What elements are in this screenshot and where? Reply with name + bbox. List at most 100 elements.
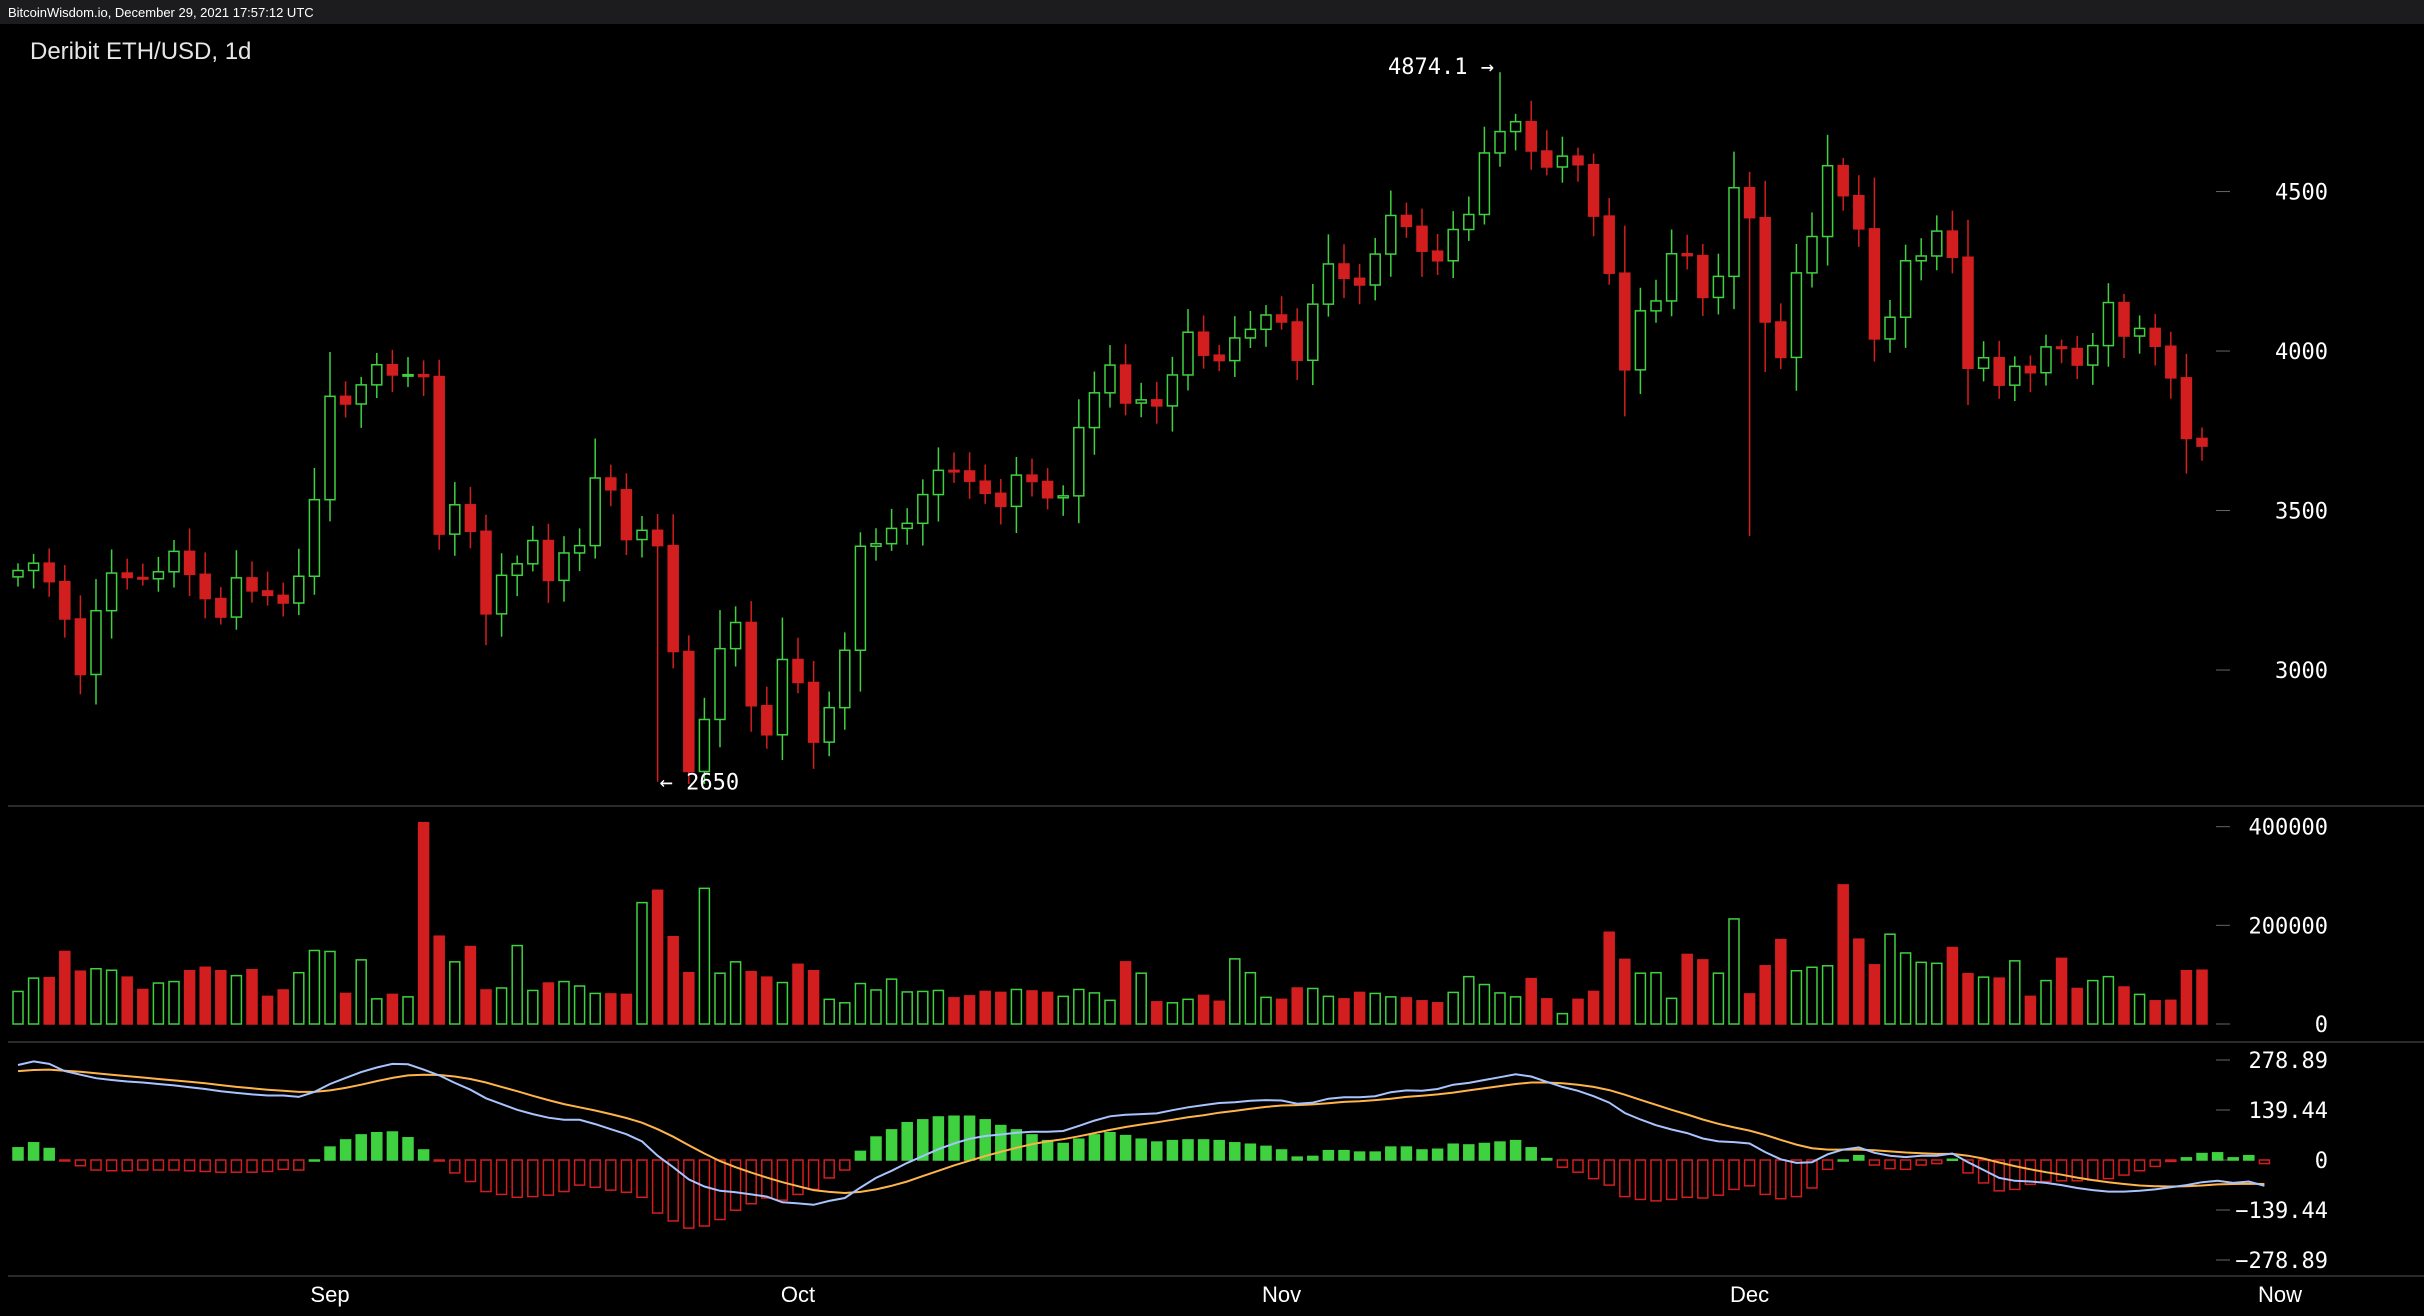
volume-bar bbox=[277, 989, 289, 1025]
volume-bar bbox=[1853, 938, 1865, 1025]
volume-bar bbox=[2009, 960, 2021, 1025]
macd-histogram-bar bbox=[1104, 1131, 1116, 1161]
candle-body bbox=[963, 470, 976, 482]
candle-body bbox=[605, 477, 617, 491]
candle-body bbox=[714, 647, 726, 721]
macd-histogram-bar bbox=[511, 1159, 523, 1199]
candle-body bbox=[1681, 252, 1693, 257]
volume-bar bbox=[105, 969, 118, 1025]
candle-body bbox=[2149, 327, 2161, 348]
candle-body bbox=[1197, 331, 1210, 356]
candle-body bbox=[745, 621, 757, 707]
macd-histogram-bar bbox=[2071, 1159, 2083, 1182]
candle-body bbox=[1915, 255, 1927, 262]
volume-bar bbox=[1821, 965, 1834, 1025]
candle-body bbox=[1853, 194, 1865, 230]
candle-body bbox=[1587, 163, 1600, 217]
candle-body bbox=[2196, 437, 2208, 447]
volume-bar bbox=[230, 974, 243, 1025]
volume-tick-label: 0 bbox=[2315, 1013, 2328, 1038]
candle-body bbox=[1993, 356, 2005, 386]
candle-body bbox=[121, 572, 133, 579]
macd-histogram-bar bbox=[1837, 1159, 1849, 1162]
macd-histogram-bar bbox=[807, 1159, 820, 1191]
candle-body bbox=[1759, 216, 1771, 323]
macd-histogram-bar bbox=[230, 1159, 243, 1173]
volume-bar bbox=[2055, 957, 2068, 1025]
volume-bar bbox=[2149, 1000, 2161, 1025]
volume-bar bbox=[729, 961, 742, 1025]
candle-body bbox=[2040, 346, 2052, 374]
macd-histogram-bar bbox=[527, 1159, 539, 1198]
volume-bar bbox=[761, 976, 773, 1025]
candle-body bbox=[480, 530, 492, 615]
candle-body bbox=[371, 364, 383, 386]
volume-bar bbox=[1681, 953, 1693, 1025]
volume-bar bbox=[683, 971, 695, 1025]
macd-histogram-bar bbox=[1541, 1157, 1553, 1161]
candle-body bbox=[1790, 272, 1803, 359]
macd-histogram-bar bbox=[464, 1159, 477, 1183]
macd-histogram-bar bbox=[1151, 1141, 1163, 1161]
candle-body bbox=[1431, 250, 1444, 262]
volume-bar bbox=[792, 963, 804, 1025]
candle-body bbox=[1073, 426, 1085, 497]
candle-body bbox=[1244, 328, 1257, 339]
candle-body bbox=[59, 580, 71, 620]
candle-body bbox=[1962, 256, 1974, 370]
volume-bar bbox=[605, 993, 617, 1025]
candle-body bbox=[948, 469, 960, 473]
candle-body bbox=[27, 562, 40, 572]
candle-body bbox=[558, 552, 570, 582]
volume-bar bbox=[59, 950, 71, 1025]
candle-body bbox=[1338, 263, 1350, 280]
macd-histogram-bar bbox=[2118, 1159, 2130, 1176]
candle-body bbox=[995, 492, 1007, 508]
volume-bar bbox=[1572, 998, 1584, 1025]
candle-body bbox=[870, 542, 882, 548]
volume-bar bbox=[308, 949, 321, 1025]
macd-histogram-bar bbox=[1775, 1159, 1787, 1200]
candle-body bbox=[386, 364, 399, 376]
macd-histogram-bar bbox=[199, 1159, 211, 1173]
macd-histogram-bar bbox=[1197, 1139, 1210, 1161]
volume-bar bbox=[1447, 991, 1459, 1025]
macd-histogram-bar bbox=[495, 1159, 508, 1196]
candle-body bbox=[901, 522, 913, 530]
candle-body bbox=[1712, 275, 1725, 299]
volume-bar bbox=[2071, 987, 2083, 1025]
x-tick-label: Nov bbox=[1262, 1282, 1301, 1307]
chart-svg[interactable]: 4500 4000 3500 3000 4874.1 → ← 2650 400000 2000… bbox=[8, 24, 2424, 1308]
volume-bar bbox=[386, 993, 399, 1025]
low-annotation: ← 2650 bbox=[660, 771, 739, 796]
candle-body bbox=[651, 529, 664, 547]
volume-bar bbox=[1899, 952, 1912, 1025]
candle-body bbox=[932, 469, 945, 496]
x-tick-label: Now bbox=[2258, 1282, 2302, 1307]
candle-body bbox=[792, 658, 804, 684]
macd-histogram-bar bbox=[839, 1159, 851, 1171]
candle-body bbox=[74, 618, 87, 676]
volume-bar bbox=[1416, 1000, 1428, 1025]
volume-bar bbox=[667, 935, 679, 1025]
candle-body bbox=[527, 539, 539, 565]
macd-histogram-bar bbox=[1556, 1159, 1569, 1168]
volume-bar bbox=[74, 970, 87, 1025]
volume-bar bbox=[339, 992, 352, 1025]
macd-histogram-bar bbox=[1603, 1159, 1615, 1186]
macd-tick-label: −278.89 bbox=[2235, 1249, 2328, 1274]
candle-body bbox=[277, 594, 289, 604]
candle-body bbox=[1806, 235, 1818, 274]
volume-bar bbox=[1977, 976, 1990, 1025]
x-tick-label: Oct bbox=[781, 1282, 815, 1307]
macd-histogram-bar bbox=[433, 1159, 445, 1162]
candle-body bbox=[339, 395, 352, 405]
macd-histogram-bar bbox=[152, 1159, 165, 1171]
volume-bar bbox=[1104, 999, 1116, 1025]
macd-histogram-bar bbox=[589, 1159, 601, 1189]
volume-bar bbox=[948, 997, 960, 1025]
candle-body bbox=[1104, 364, 1116, 394]
macd-histogram-bar bbox=[1572, 1159, 1584, 1173]
macd-histogram-bar bbox=[1275, 1149, 1288, 1161]
macd-histogram-bar bbox=[215, 1159, 227, 1173]
